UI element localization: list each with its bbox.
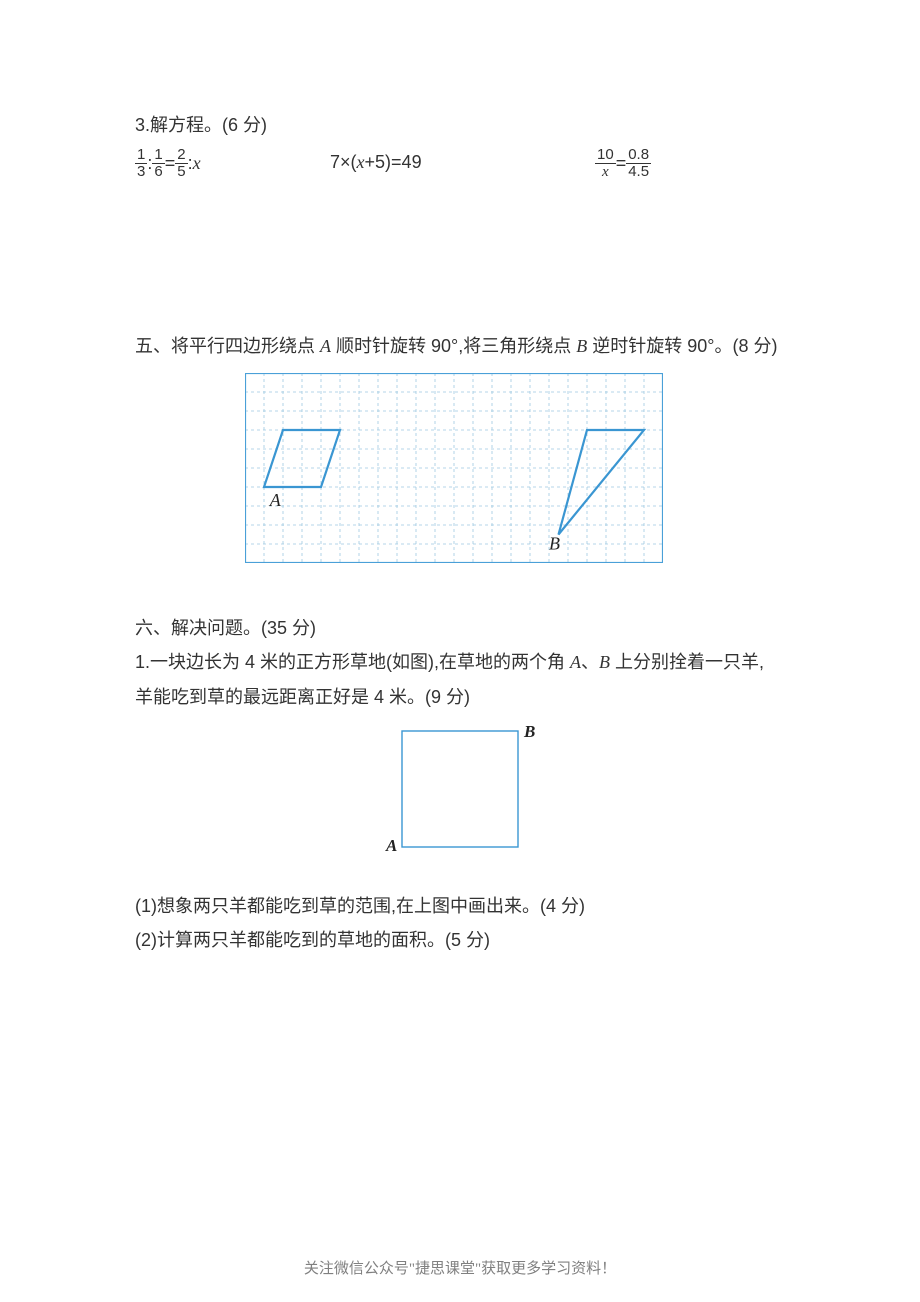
- section-5: 五、将平行四边形绕点 A 顺时针旋转 90°,将三角形绕点 B 逆时针旋转 90…: [135, 331, 785, 573]
- section6-title: 六、解决问题。(35 分): [135, 613, 785, 644]
- q1-b: B: [599, 652, 610, 672]
- section5-text: 五、将平行四边形绕点 A 顺时针旋转 90°,将三角形绕点 B 逆时针旋转 90…: [135, 331, 785, 362]
- fraction-10-x: 10x: [595, 147, 616, 181]
- svg-text:B: B: [549, 534, 560, 554]
- eq2-post: +5)=49: [365, 152, 422, 172]
- var-x-1: x: [193, 152, 201, 172]
- fraction-2-5: 25: [175, 147, 187, 181]
- equations-row: 13:16=25:x 7×(x+5)=49 10x=0.84.5: [135, 147, 785, 181]
- svg-text:A: A: [385, 836, 397, 855]
- q3-title: 3.解方程。(6 分): [135, 110, 785, 141]
- equation-3: 10x=0.84.5: [595, 147, 651, 181]
- eq2-pre: 7×(: [330, 152, 357, 172]
- var-x-2: x: [357, 152, 365, 172]
- fraction-08-45: 0.84.5: [626, 147, 651, 181]
- fraction-1-3: 13: [135, 147, 147, 181]
- q1-line2: 羊能吃到草的最远距离正好是 4 米。(9 分): [135, 682, 785, 713]
- equals: =: [165, 152, 176, 172]
- s5-p3: 逆时针旋转 90°。(8 分): [587, 336, 777, 356]
- q1-line1: 1.一块边长为 4 米的正方形草地(如图),在草地的两个角 A、B 上分别拴着一…: [135, 647, 785, 678]
- equation-2: 7×(x+5)=49: [330, 147, 595, 181]
- q1-p1: 1.一块边长为 4 米的正方形草地(如图),在草地的两个角: [135, 652, 570, 672]
- q1-mid: 、: [581, 652, 599, 672]
- square-svg: BA: [380, 723, 540, 865]
- fraction-1-6: 16: [152, 147, 164, 181]
- sub-question-2: (2)计算两只羊都能吃到的草地的面积。(5 分): [135, 925, 785, 956]
- equation-1: 13:16=25:x: [135, 147, 330, 181]
- grid-svg: AB: [245, 373, 663, 563]
- equals-2: =: [616, 152, 627, 172]
- q1-a: A: [570, 652, 581, 672]
- footer-text: 关注微信公众号"捷思课堂"获取更多学习资料！: [0, 1257, 920, 1278]
- point-b: B: [576, 336, 587, 356]
- s5-p2: 顺时针旋转 90°,将三角形绕点: [331, 336, 576, 356]
- s5-p1: 五、将平行四边形绕点: [135, 336, 320, 356]
- svg-text:A: A: [269, 490, 282, 510]
- sub-question-1: (1)想象两只羊都能吃到草的范围,在上图中画出来。(4 分): [135, 891, 785, 922]
- q1-p2: 上分别拴着一只羊,: [610, 652, 764, 672]
- square-figure: BA: [380, 723, 540, 875]
- point-a: A: [320, 336, 331, 356]
- svg-text:B: B: [523, 723, 535, 741]
- section-6: 六、解决问题。(35 分) 1.一块边长为 4 米的正方形草地(如图),在草地的…: [135, 613, 785, 956]
- grid-figure: AB: [245, 373, 675, 573]
